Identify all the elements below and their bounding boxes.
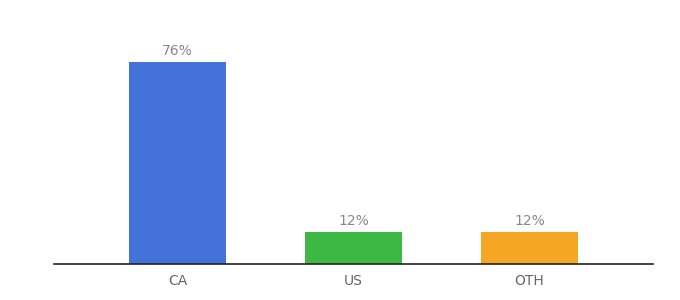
Bar bbox=[129, 62, 226, 264]
Bar bbox=[481, 232, 578, 264]
Bar bbox=[305, 232, 402, 264]
Text: 76%: 76% bbox=[163, 44, 193, 58]
Text: 12%: 12% bbox=[338, 214, 369, 228]
Text: 12%: 12% bbox=[514, 214, 545, 228]
